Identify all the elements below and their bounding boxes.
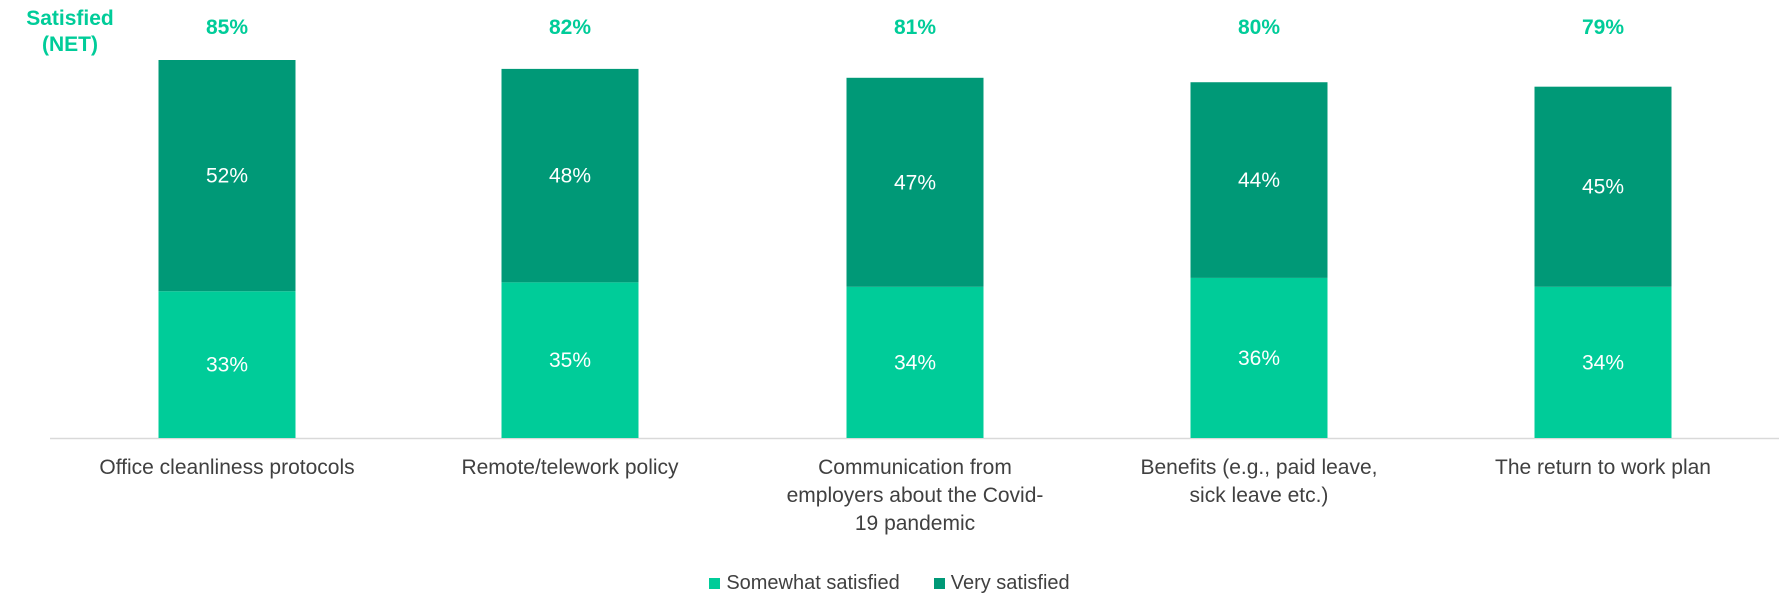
- data-label-somewhat: 35%: [549, 349, 591, 372]
- category-label: employers about the Covid-: [787, 484, 1044, 507]
- bar-very-satisfied: [1534, 86, 1672, 287]
- net-value-label: 79%: [1582, 16, 1624, 39]
- bar-very-satisfied: [501, 68, 639, 283]
- bar-very-satisfied: [158, 60, 296, 292]
- bar-very-satisfied: [1190, 82, 1328, 278]
- net-label: Satisfied (NET): [0, 6, 140, 58]
- category-label: The return to work plan: [1495, 456, 1711, 479]
- net-value-label: 80%: [1238, 16, 1280, 39]
- legend: Somewhat satisfied Very satisfied: [0, 572, 1779, 595]
- data-label-very: 52%: [206, 165, 248, 188]
- category-label: Benefits (e.g., paid leave,: [1141, 456, 1378, 479]
- legend-label-very: Very satisfied: [950, 572, 1070, 594]
- data-label-somewhat: 34%: [894, 351, 936, 374]
- bar-somewhat-satisfied: [501, 282, 639, 438]
- category-label: Communication from: [818, 456, 1012, 479]
- category-label: Office cleanliness protocols: [99, 456, 354, 479]
- legend-item-somewhat: Somewhat satisfied: [709, 572, 900, 595]
- data-label-very: 48%: [549, 165, 591, 188]
- data-label-somewhat: 33%: [206, 354, 248, 377]
- category-label: sick leave etc.): [1190, 484, 1329, 507]
- legend-swatch-very: [933, 578, 945, 589]
- data-label-very: 47%: [894, 171, 936, 194]
- data-label-very: 44%: [1238, 169, 1280, 192]
- net-value-label: 82%: [549, 16, 591, 39]
- bar-somewhat-satisfied: [846, 286, 984, 438]
- data-label-somewhat: 34%: [1582, 351, 1624, 374]
- bar-somewhat-satisfied: [158, 291, 296, 438]
- data-label-somewhat: 36%: [1238, 347, 1280, 370]
- legend-item-very: Very satisfied: [933, 572, 1070, 595]
- net-label-line1: Satisfied: [26, 7, 114, 30]
- net-label-line2: (NET): [42, 33, 98, 56]
- legend-label-somewhat: Somewhat satisfied: [726, 572, 900, 594]
- bar-somewhat-satisfied: [1190, 277, 1328, 438]
- bar-very-satisfied: [846, 77, 984, 287]
- net-value-label: 85%: [206, 16, 248, 39]
- legend-swatch-somewhat: [709, 578, 721, 589]
- data-label-very: 45%: [1582, 176, 1624, 199]
- bar-somewhat-satisfied: [1534, 286, 1672, 438]
- net-value-label: 81%: [894, 16, 936, 39]
- category-label: Remote/telework policy: [461, 456, 679, 479]
- category-label: 19 pandemic: [855, 512, 975, 535]
